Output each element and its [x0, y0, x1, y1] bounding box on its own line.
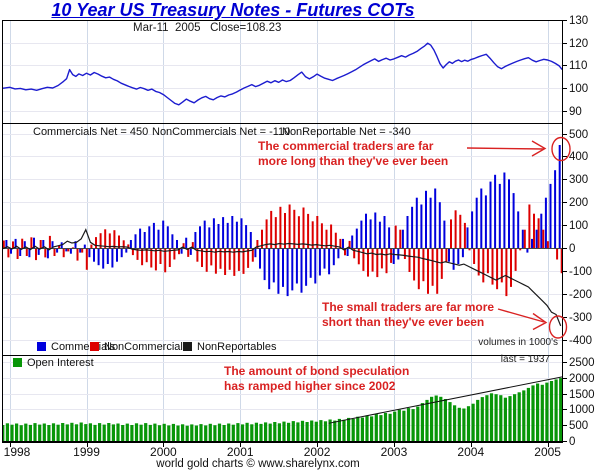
commercials-bars — [2, 145, 561, 297]
x-tick-label: 2001 — [227, 445, 254, 459]
y-tick-label: 0 — [569, 243, 575, 255]
x-tick-label: 2002 — [304, 445, 331, 459]
arrow-commercial-line — [466, 147, 545, 150]
x-tick-label: 1999 — [73, 445, 100, 459]
annotation-small-line2: short than they've ever been — [322, 315, 485, 329]
highlight-ellipse-small — [548, 315, 568, 339]
y-tick-label: 500 — [569, 129, 588, 141]
nonreportable-net-label: NonReportable Net = -340 — [282, 126, 411, 138]
legend-commercials: Commercials — [37, 340, 116, 353]
price-line — [2, 42, 563, 106]
x-tick-label: 2000 — [150, 445, 177, 459]
y-tick-label: 300 — [569, 174, 588, 186]
annotation-graphics — [466, 136, 571, 339]
noncommercials-swatch-icon — [90, 342, 99, 351]
annotation-commercial-line1: The commercial traders are far — [258, 139, 434, 153]
y-tick-label: -300 — [569, 312, 592, 324]
close-subtitle: Mar-11 2005 Close=108.23 — [133, 22, 282, 34]
source-credit: world gold charts © www.sharelynx.com — [156, 458, 360, 470]
highlight-ellipse-commercial — [551, 136, 571, 162]
annotation-oi-line1: The amount of bond speculation — [224, 364, 410, 378]
annotation-small-traders: The small traders are far more short tha… — [322, 300, 494, 330]
last-value-note: last = 1937 — [500, 354, 550, 365]
open-interest-swatch-icon — [13, 358, 22, 367]
y-tick-label: -100 — [569, 266, 592, 278]
annotation-commercial-line2: more long than they've ever been — [258, 154, 449, 168]
x-tick-label: 2005 — [534, 445, 561, 459]
annotation-small-line1: The small traders are far more — [322, 300, 495, 314]
nonreportables-line — [2, 228, 562, 327]
legend-open-interest-label: Open Interest — [27, 356, 94, 369]
y-tick-label: -200 — [569, 289, 592, 301]
x-tick-label: 2004 — [457, 445, 484, 459]
arrow-small-line — [497, 308, 545, 323]
legend-noncommercials-label: NonCommercials — [104, 340, 189, 353]
legend-nonreportables-label: NonReportables — [197, 340, 277, 353]
y-tick-label: 0 — [569, 436, 575, 448]
y-tick-label: 200 — [569, 197, 588, 209]
arrow-commercial-head-icon — [531, 140, 547, 157]
x-tick-label: 1998 — [4, 445, 31, 459]
open-interest-bars — [2, 378, 563, 441]
x-tick-label: 2003 — [381, 445, 408, 459]
y-tick-label: 110 — [569, 60, 587, 72]
y-tick-label: 500 — [569, 420, 588, 432]
chart-title: 10 Year US Treasury Notes - Futures COTs — [51, 0, 415, 20]
y-tick-label: 90 — [569, 106, 582, 118]
legend-noncommercials: NonCommercials — [90, 340, 189, 353]
legend-nonreportables: NonReportables — [183, 340, 277, 353]
y-tick-label: 120 — [569, 38, 588, 50]
y-tick-label: 130 — [569, 15, 588, 27]
commercials-swatch-icon — [37, 342, 46, 351]
x-axis-ticks — [10, 443, 549, 447]
speculation-trend-line — [328, 376, 563, 424]
annotation-open-interest: The amount of bond speculation has rampe… — [224, 364, 409, 394]
y-tick-label: 2500 — [569, 357, 595, 369]
noncommercials-net-label: NonCommercials Net = -110 — [152, 126, 291, 138]
y-axis-ticks — [563, 20, 567, 442]
nonreportables-swatch-icon — [183, 342, 192, 351]
y-tick-label: 100 — [569, 220, 588, 232]
y-axis-labels: 130120110100905004003002001000-100-200-3… — [569, 15, 595, 448]
plot-borders — [2, 20, 563, 443]
legend-open-interest: Open Interest — [13, 356, 94, 369]
y-tick-label: 2000 — [569, 373, 595, 385]
y-tick-label: -400 — [569, 335, 592, 347]
y-tick-label: 400 — [569, 151, 588, 163]
annotation-commercial-traders: The commercial traders are far more long… — [258, 139, 448, 169]
noncommercials-bars — [2, 204, 563, 297]
y-tick-label: 1000 — [569, 404, 595, 416]
annotation-oi-line2: has ramped higher since 2002 — [224, 379, 396, 393]
volumes-note: volumes in 1000's — [478, 337, 558, 348]
legend-commercials-label: Commercials — [51, 340, 116, 353]
y-tick-label: 100 — [569, 83, 588, 95]
x-axis-labels: 1998 1999 2000 2001 2002 2003 2004 2005 — [4, 445, 562, 459]
y-tick-label: 1500 — [569, 389, 595, 401]
arrow-small-head-icon — [532, 312, 548, 331]
commercials-net-label: Commercials Net = 450 — [33, 126, 149, 138]
